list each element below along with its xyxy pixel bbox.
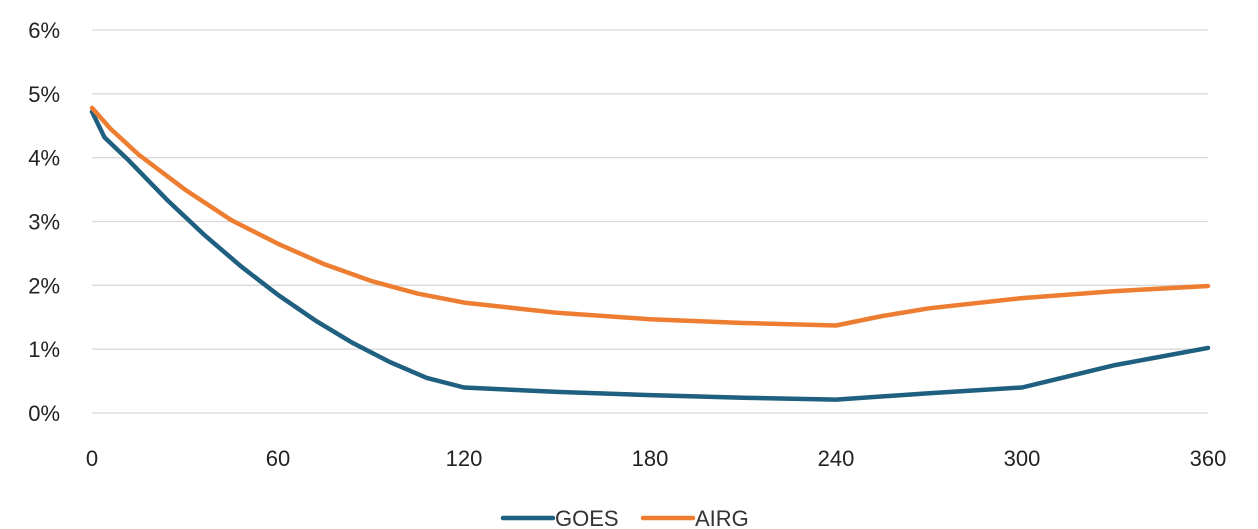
- y-tick-label: 6%: [28, 18, 60, 43]
- x-tick-label: 0: [86, 446, 98, 471]
- gridlines: [92, 29, 1208, 414]
- series-lines: [89, 105, 1211, 402]
- series-line-goes: [89, 109, 1211, 402]
- x-tick-label: 240: [818, 446, 855, 471]
- x-tick-label: 60: [266, 446, 290, 471]
- y-axis-tick-labels: 0% 1% 2% 3% 4% 5% 6%: [28, 18, 60, 426]
- legend: GOES AIRG: [500, 506, 749, 529]
- legend-item-airg: AIRG: [640, 506, 749, 529]
- legend-label: AIRG: [695, 506, 749, 529]
- y-tick-label: 2%: [28, 273, 60, 298]
- y-tick-label: 1%: [28, 337, 60, 362]
- x-tick-label: 180: [632, 446, 669, 471]
- y-tick-label: 3%: [28, 210, 60, 235]
- x-tick-label: 360: [1190, 446, 1227, 471]
- y-tick-label: 4%: [28, 146, 60, 171]
- x-axis-tick-labels: 0 60 120 180 240 300 360: [86, 446, 1226, 471]
- x-tick-label: 120: [446, 446, 483, 471]
- series-line-airg: [89, 105, 1211, 328]
- y-tick-label: 0%: [28, 401, 60, 426]
- legend-label: GOES: [555, 506, 619, 529]
- legend-item-goes: GOES: [500, 506, 619, 529]
- x-tick-label: 300: [1004, 446, 1041, 471]
- y-tick-label: 5%: [28, 82, 60, 107]
